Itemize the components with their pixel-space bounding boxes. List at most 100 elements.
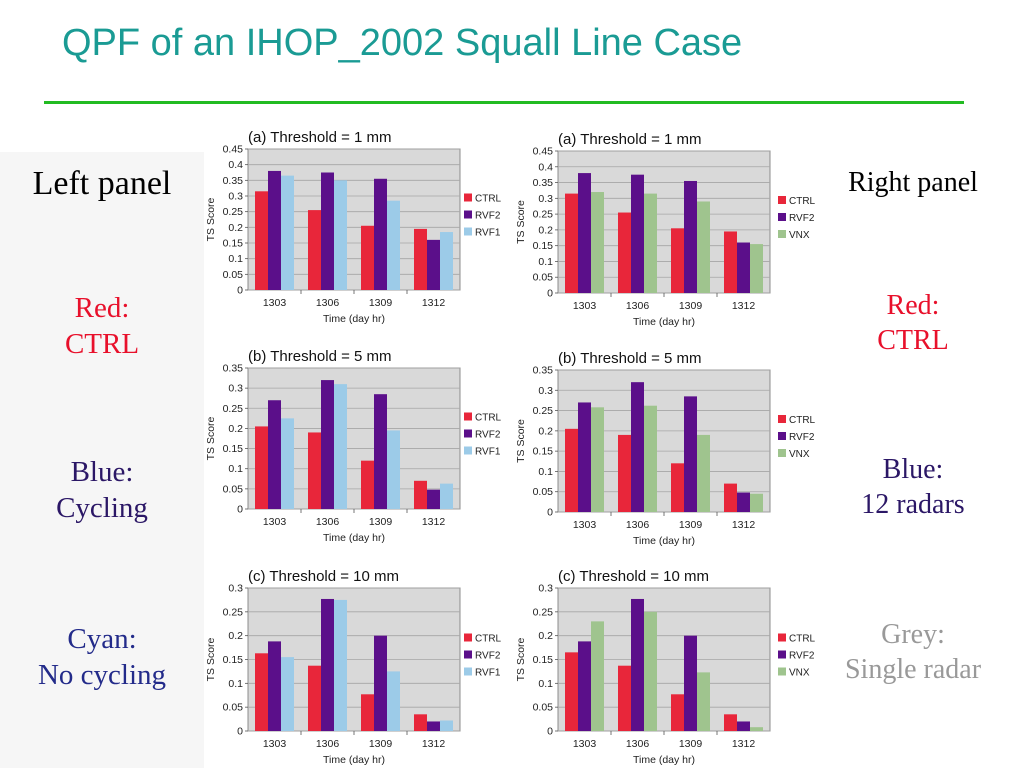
left-red-value: CTRL <box>64 328 140 361</box>
bar-rvf2-1303 <box>268 170 281 290</box>
x-axis-label: Time (day hr) <box>633 754 695 766</box>
y-tick-label: 0.05 <box>223 269 244 281</box>
x-tick-label: 1309 <box>369 297 393 309</box>
legend-swatch-rvf1 <box>464 667 472 676</box>
bar-vnx-1312 <box>750 727 763 731</box>
bar-vnx-1312 <box>750 244 763 293</box>
legend-label-rvf1: RVF1 <box>475 447 501 458</box>
legend-swatch-rvf2 <box>464 650 472 659</box>
x-tick-label: 1309 <box>369 516 393 528</box>
bar-vnx-1306 <box>644 405 657 512</box>
chart-right-threshold-1mm: 0 0.05 0.1 0.15 0.2 0.25 0.3 0.35 0.4 0.45 1303 130… <box>515 131 816 328</box>
legend-label-ctrl: CTRL <box>789 634 816 645</box>
right-red-label: Red: <box>886 290 940 321</box>
y-tick-label: 0.35 <box>533 365 554 377</box>
bar-ctrl-1306 <box>618 434 631 512</box>
legend-label-ctrl: CTRL <box>475 634 502 645</box>
y-axis-label: TS Score <box>205 637 217 681</box>
legend-label-rvf1: RVF1 <box>475 668 501 679</box>
bar-rvf1-1303 <box>281 418 294 509</box>
chart-left-threshold-1mm: 0 0.05 0.1 0.15 0.2 0.25 0.3 0.35 0.4 0.45 1303 130… <box>205 129 502 325</box>
bar-ctrl-1303 <box>255 653 268 731</box>
bar-vnx-1303 <box>591 621 604 731</box>
bar-ctrl-1309 <box>361 694 374 731</box>
y-tick-label: 0.2 <box>228 222 243 234</box>
chart-left-threshold-5mm: 0 0.05 0.1 0.15 0.2 0.25 0.3 0.35 1303 1306 1309 13… <box>205 348 502 544</box>
bar-rvf2-1309 <box>374 635 387 731</box>
bar-ctrl-1309 <box>671 228 684 293</box>
left-legend-blue: Blue: Cycling <box>0 454 204 527</box>
legend-label-vnx: VNX <box>789 449 810 460</box>
y-tick-label: 0.25 <box>533 405 554 417</box>
x-tick-label: 1306 <box>316 516 340 528</box>
bar-ctrl-1303 <box>255 426 268 509</box>
bar-rvf1-1303 <box>281 175 294 290</box>
legend-swatch-rvf2 <box>464 210 472 219</box>
y-tick-label: 0.45 <box>533 146 554 158</box>
x-axis-label: Time (day hr) <box>323 313 385 325</box>
x-tick-label: 1309 <box>679 300 703 312</box>
x-axis-label: Time (day hr) <box>323 532 385 544</box>
bar-vnx-1303 <box>591 192 604 293</box>
bar-rvf2-1303 <box>578 402 591 512</box>
bar-rvf2-1312 <box>737 242 750 293</box>
y-tick-label: 0.15 <box>223 238 244 250</box>
x-tick-label: 1306 <box>626 519 650 531</box>
y-tick-label: 0.1 <box>228 678 243 690</box>
y-tick-label: 0.3 <box>538 385 553 397</box>
right-legend-grey: Grey: Single radar <box>828 617 998 687</box>
chart-title: (c) Threshold = 10 mm <box>558 568 709 585</box>
bar-ctrl-1306 <box>308 665 321 731</box>
legend-swatch-ctrl <box>464 412 472 421</box>
bar-rvf2-1303 <box>268 641 281 731</box>
left-cyan-value: No cycling <box>37 659 167 692</box>
bar-rvf2-1312 <box>737 721 750 731</box>
y-tick-label: 0.35 <box>223 363 244 375</box>
chart-title: (b) Threshold = 5 mm <box>558 350 702 367</box>
left-panel-heading-text: Left panel <box>32 165 172 202</box>
legend-swatch-rvf1 <box>464 227 472 236</box>
legend-swatch-rvf2 <box>778 432 786 440</box>
left-blue-value: Cycling <box>56 492 148 525</box>
legend-swatch-rvf1 <box>464 446 472 455</box>
y-tick-label: 0.15 <box>223 443 244 455</box>
y-tick-label: 0.3 <box>228 383 243 395</box>
slide-title: QPF of an IHOP_2002 Squall Line Case <box>62 22 743 64</box>
bar-ctrl-1303 <box>255 191 268 290</box>
bar-rvf1-1306 <box>334 180 347 290</box>
bar-rvf1-1306 <box>334 599 347 731</box>
x-tick-label: 1312 <box>732 738 756 750</box>
bar-ctrl-1312 <box>724 714 737 731</box>
y-tick-label: 0.25 <box>223 403 244 415</box>
y-axis-label: TS Score <box>515 637 527 681</box>
left-cyan-label: Cyan: <box>67 623 137 655</box>
y-tick-label: 0.15 <box>533 240 554 252</box>
legend-label-ctrl: CTRL <box>475 194 502 205</box>
y-tick-label: 0.05 <box>533 486 554 498</box>
x-tick-label: 1309 <box>679 738 703 750</box>
legend-label-ctrl: CTRL <box>789 196 816 207</box>
bar-rvf2-1303 <box>578 173 591 293</box>
y-tick-label: 0.2 <box>228 423 243 435</box>
bar-vnx-1309 <box>697 201 710 293</box>
y-tick-label: 0.3 <box>228 583 243 595</box>
x-tick-label: 1303 <box>573 738 597 750</box>
legend-swatch-rvf2 <box>464 429 472 438</box>
legend-label-rvf2: RVF2 <box>475 430 501 441</box>
legend-label-rvf2: RVF2 <box>789 651 815 662</box>
left-panel-background <box>0 152 204 768</box>
x-tick-label: 1309 <box>679 519 703 531</box>
y-tick-label: 0.2 <box>538 224 553 236</box>
bar-ctrl-1312 <box>414 714 427 731</box>
x-axis-label: Time (day hr) <box>633 316 695 328</box>
legend-swatch-ctrl <box>778 196 786 204</box>
bar-rvf2-1306 <box>321 380 334 509</box>
y-tick-label: 0 <box>237 726 243 738</box>
legend-swatch-ctrl <box>464 193 472 202</box>
y-tick-label: 0.25 <box>533 209 554 221</box>
bar-rvf2-1306 <box>631 382 644 512</box>
legend-label-rvf2: RVF2 <box>789 213 815 224</box>
y-tick-label: 0.05 <box>533 272 554 284</box>
left-panel-heading: Left panel <box>0 163 204 206</box>
y-axis-label: TS Score <box>515 200 527 244</box>
